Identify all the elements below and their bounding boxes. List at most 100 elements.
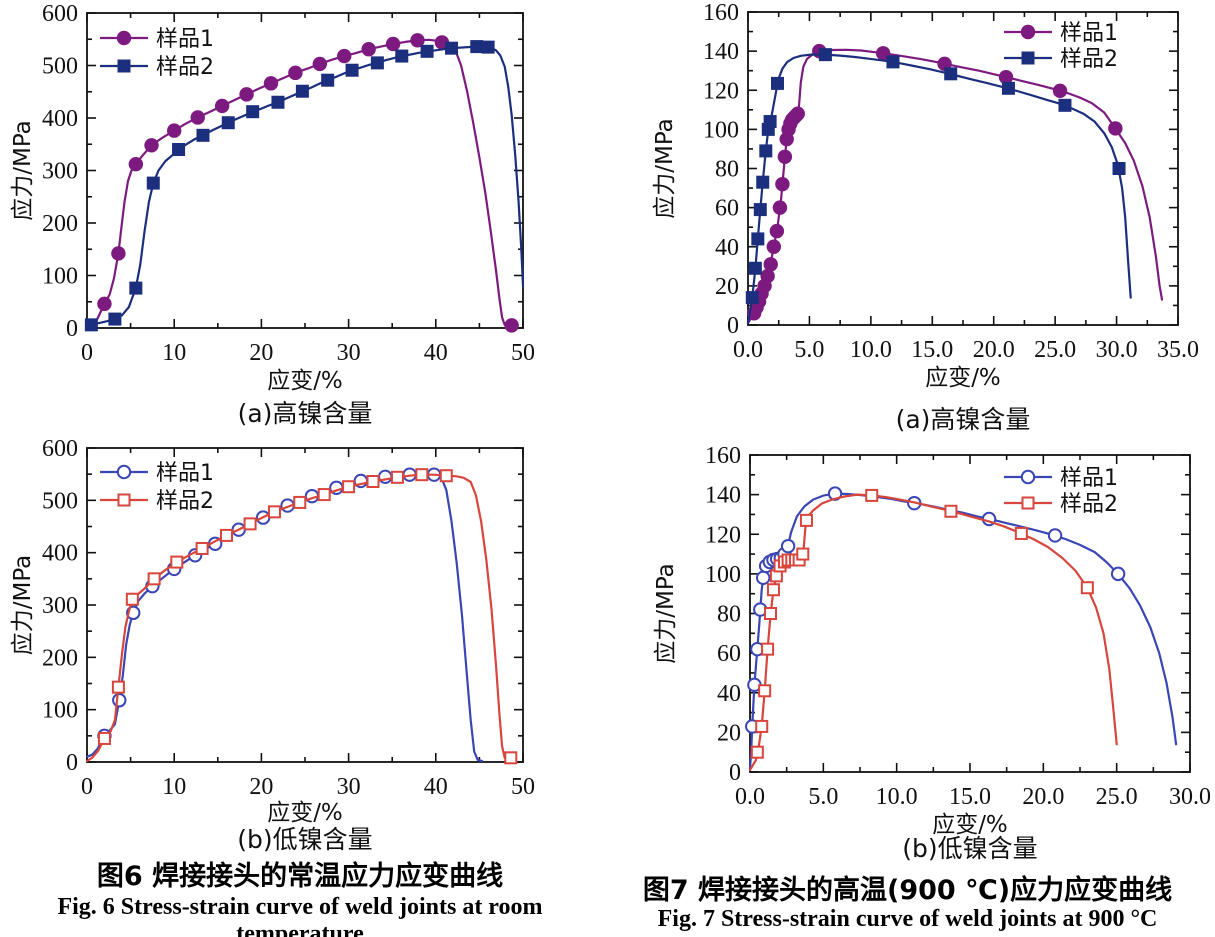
- x-tick-label: 20.0: [1022, 784, 1064, 810]
- fig7b-marker-样品2: [755, 719, 769, 733]
- fig6a-marker-样品1: [385, 36, 401, 52]
- fig6b-marker-样品2: [317, 488, 331, 502]
- fig7b-marker-样品2: [944, 504, 958, 518]
- x-tick-label: 0.0: [733, 337, 763, 363]
- y-tick-label: 20: [717, 720, 741, 746]
- sub-caption-fig6a: (a)高镍含量: [238, 399, 373, 428]
- legend-label: 样品2: [1060, 47, 1118, 72]
- fig7b-marker-样品2: [1080, 581, 1094, 595]
- fig6a-marker-样品2: [196, 128, 210, 142]
- fig7a-marker-样品2: [1001, 81, 1015, 95]
- y-tick-label: 500: [42, 54, 78, 80]
- fig6a-marker-样品2: [84, 318, 98, 332]
- fig7a-line-样品1: [746, 48, 1164, 325]
- fig7b-line-样品2: [748, 493, 1118, 772]
- fig7b-marker-样品1: [780, 538, 796, 554]
- legend-label: 样品2: [156, 55, 214, 80]
- plot-frame: [86, 12, 524, 329]
- legend-label: 样品2: [156, 489, 214, 514]
- fig6b-marker-样品2: [366, 474, 380, 488]
- fig7a-marker-样品2: [745, 291, 759, 305]
- fig6a-marker-样品1: [288, 65, 303, 81]
- fig6a-marker-样品2: [470, 40, 484, 54]
- fig6-caption-en: Fig. 6 Stress-strain curve of weld joint…: [57, 894, 543, 937]
- y-axis-label: 应力/MPa: [653, 563, 679, 664]
- fig7a-marker-样品1: [777, 149, 793, 164]
- fig6b-marker-样品2: [267, 505, 281, 519]
- fig6b-marker-样品2: [293, 495, 307, 509]
- y-tick-label: 140: [703, 39, 739, 65]
- chart-fig6a: 0 10 20 30 40 500100200300400500600应变/%应力/MPa…: [10, 1, 535, 428]
- legend-marker: [117, 59, 131, 73]
- y-tick-label: 100: [42, 264, 78, 290]
- x-tick-label: 40: [424, 774, 448, 800]
- y-tick-label: 200: [42, 211, 78, 237]
- y-tick-label: 500: [42, 488, 78, 514]
- x-axis-label: 应变/%: [932, 812, 1008, 838]
- chart-fig6b: 0 10 20 30 40 500100200300400500600应变/%应力/MPa…: [10, 436, 535, 854]
- x-tick-label: 50: [511, 774, 535, 800]
- fig6b-marker-样品2: [111, 680, 125, 694]
- legend-marker: [117, 493, 131, 507]
- fig6a-marker-样品2: [271, 95, 285, 109]
- y-tick-label: 400: [42, 106, 78, 132]
- y-tick-label: 120: [705, 522, 741, 548]
- legend-marker: [1020, 469, 1036, 485]
- fig6a-marker-样品1: [167, 123, 182, 138]
- legend-label: 样品1: [1060, 21, 1118, 46]
- fig6a-marker-样品2: [481, 40, 495, 54]
- fig7b-line-样品1: [748, 492, 1178, 770]
- fig7a-marker-样品2: [751, 232, 765, 246]
- sub-caption-fig6b: (b)低镍含量: [237, 825, 372, 854]
- y-axis-label: 应力/MPa: [652, 118, 678, 219]
- fig6b-marker-样品2: [415, 468, 429, 482]
- x-axis-label: 应变/%: [267, 800, 343, 826]
- fig6a-marker-样品2: [420, 44, 434, 58]
- fig7a-marker-样品2: [763, 115, 777, 129]
- x-tick-label: 30.0: [1169, 784, 1211, 810]
- fig6a-marker-样品2: [395, 49, 409, 63]
- x-tick-label: 10.0: [850, 337, 892, 363]
- fig7a-marker-样品2: [748, 261, 762, 275]
- fig6b-marker-样品2: [170, 555, 184, 569]
- fig6a-marker-样品1: [361, 42, 376, 57]
- fig6a-marker-样品2: [444, 41, 458, 55]
- fig6a-marker-样品1: [312, 56, 328, 72]
- x-axis-label: 应变/%: [267, 368, 343, 394]
- legend-label: 样品1: [1060, 466, 1118, 491]
- y-tick-label: 120: [703, 78, 739, 104]
- legend-marker: [1021, 496, 1035, 510]
- fig6-caption-cn: 图6 焊接接头的常温应力应变曲线: [96, 861, 504, 892]
- fig7b-marker-样品2: [796, 547, 810, 561]
- fig7a-marker-样品1: [769, 223, 785, 239]
- fig7a-marker-样品2: [1058, 98, 1072, 112]
- fig6b-marker-样品2: [125, 592, 139, 606]
- legend-marker: [116, 464, 132, 480]
- fig7-caption-en: Fig. 7 Stress-strain curve of weld joint…: [657, 906, 1158, 932]
- fig6a-marker-样品1: [239, 87, 254, 102]
- sub-caption-fig7a: (a)高镍含量: [896, 405, 1031, 434]
- fig6a-marker-样品1: [128, 157, 144, 172]
- fig6a-marker-样品2: [295, 84, 309, 98]
- fig7b-marker-样品2: [758, 684, 772, 698]
- y-tick-label: 200: [42, 645, 78, 671]
- x-tick-label: 30: [337, 340, 361, 366]
- x-tick-label: 5.0: [794, 337, 824, 363]
- y-tick-label: 80: [717, 602, 741, 628]
- x-tick-label: 20.0: [973, 337, 1015, 363]
- x-tick-label: 15.0: [911, 337, 953, 363]
- y-tick-label: 0: [729, 760, 741, 786]
- fig6a-marker-样品1: [263, 76, 279, 91]
- y-tick-label: 60: [717, 641, 741, 667]
- y-tick-label: 300: [42, 593, 78, 619]
- fig7b-marker-样品2: [1014, 526, 1028, 540]
- fig7a-marker-样品1: [775, 176, 790, 192]
- x-tick-label: 10: [162, 340, 186, 366]
- y-tick-label: 400: [42, 541, 78, 567]
- fig6a-marker-样品1: [337, 48, 352, 64]
- fig6b-marker-样品2: [439, 469, 453, 483]
- y-tick-label: 0: [66, 316, 78, 342]
- fig7a-marker-样品1: [763, 257, 778, 272]
- fig7a-marker-样品1: [760, 268, 775, 284]
- legend-marker: [1020, 24, 1036, 40]
